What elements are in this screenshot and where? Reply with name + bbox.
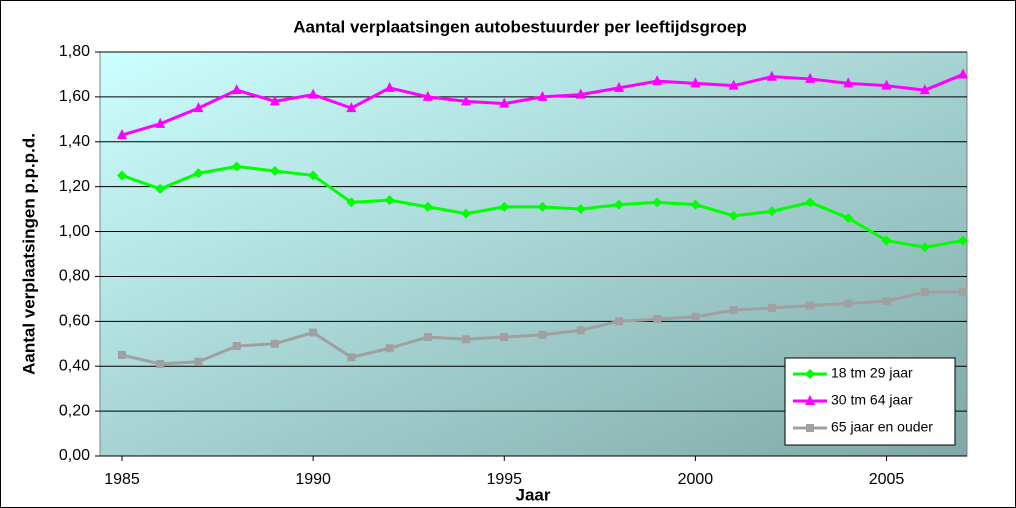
marker (653, 315, 662, 324)
marker (231, 161, 242, 172)
marker (919, 84, 930, 95)
marker (844, 299, 853, 308)
marker (575, 204, 586, 215)
y-tick-label: 1,60 (59, 88, 90, 105)
marker (805, 197, 816, 208)
y-tick-label: 1,20 (59, 178, 90, 195)
marker (269, 165, 280, 176)
marker (194, 357, 203, 366)
marker (805, 395, 815, 405)
marker (919, 242, 930, 253)
marker (232, 342, 241, 351)
marker (193, 168, 204, 179)
marker (766, 70, 777, 81)
marker (690, 199, 701, 210)
marker (728, 210, 739, 221)
marker (613, 199, 624, 210)
y-tick-label: 0,80 (59, 268, 90, 285)
marker (346, 197, 357, 208)
y-tick-label: 0,40 (59, 357, 90, 374)
marker (346, 102, 357, 113)
marker (231, 84, 242, 95)
legend-label: 18 tm 29 jaar (831, 365, 913, 381)
y-tick-label: 0,00 (59, 447, 90, 464)
y-tick-label: 0,60 (59, 313, 90, 330)
x-tick-label: 1990 (295, 471, 331, 488)
marker (652, 197, 663, 208)
marker (959, 288, 967, 297)
x-tick-label: 2000 (678, 471, 714, 488)
marker (270, 339, 279, 348)
marker (882, 297, 891, 306)
marker (767, 303, 776, 312)
y-tick-label: 1,80 (59, 43, 90, 60)
marker (308, 88, 319, 99)
x-tick-label: 1995 (486, 471, 522, 488)
marker (538, 330, 547, 339)
y-tick-label: 0,20 (59, 402, 90, 419)
marker (958, 235, 968, 246)
marker (576, 326, 585, 335)
marker (805, 369, 815, 379)
marker (843, 213, 854, 224)
marker (958, 68, 968, 79)
marker (728, 79, 739, 90)
marker (537, 201, 548, 212)
marker (499, 201, 510, 212)
marker (613, 81, 624, 92)
marker (652, 75, 663, 86)
marker (461, 95, 472, 106)
marker (384, 81, 395, 92)
chart-title: Aantal verplaatsingen autobestuurder per… (293, 17, 746, 36)
marker (347, 353, 356, 362)
marker (309, 328, 318, 337)
marker (881, 235, 892, 246)
marker (423, 333, 432, 342)
x-axis-label: Jaar (516, 485, 551, 504)
legend-label: 30 tm 64 jaar (831, 392, 913, 408)
marker (155, 183, 166, 194)
marker (269, 95, 280, 106)
marker (806, 301, 815, 310)
marker (193, 102, 204, 113)
marker (690, 77, 701, 88)
marker (805, 72, 816, 83)
marker (422, 90, 433, 101)
x-tick-label: 2005 (869, 471, 905, 488)
marker (614, 317, 623, 326)
marker (117, 129, 127, 140)
marker (462, 335, 471, 344)
marker (156, 359, 165, 368)
marker (384, 195, 395, 206)
y-axis-label: Aantal verplaatsingen p.p.p.d. (19, 133, 38, 375)
legend-label: 65 jaar en ouder (831, 419, 933, 435)
marker (575, 88, 586, 99)
marker (308, 170, 319, 181)
marker (766, 206, 777, 217)
marker (500, 333, 509, 342)
marker (118, 351, 126, 359)
y-tick-label: 1,00 (59, 223, 90, 240)
marker (499, 97, 510, 108)
marker (843, 77, 854, 88)
marker (461, 208, 472, 219)
marker (537, 90, 548, 101)
marker (117, 170, 127, 181)
y-tick-label: 1,40 (59, 133, 90, 150)
marker (806, 424, 814, 432)
marker (385, 344, 394, 353)
marker (920, 288, 929, 297)
x-tick-label: 1985 (104, 471, 140, 488)
marker (881, 79, 892, 90)
marker (155, 117, 166, 128)
marker (729, 306, 738, 315)
marker (691, 312, 700, 321)
marker (422, 201, 433, 212)
